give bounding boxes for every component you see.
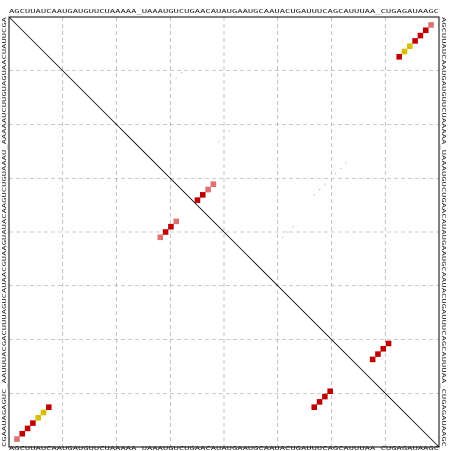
dot-marker xyxy=(401,48,408,55)
dot-marker xyxy=(194,197,201,203)
main-diagonal xyxy=(8,16,440,448)
sequence-top: AGCUUAUCAAUGAUGUUCUAAAAA_UAAAUGUCUGAACAU… xyxy=(9,9,439,15)
dot-marker xyxy=(168,223,174,230)
faint-dot-marker xyxy=(287,231,289,233)
faint-dot-marker xyxy=(175,77,177,79)
dot-marker xyxy=(40,409,47,416)
faint-dot-marker xyxy=(223,135,225,138)
dot-marker xyxy=(428,22,434,28)
dot-marker xyxy=(311,404,318,410)
dot-marker xyxy=(422,27,429,34)
faint-dot-marker xyxy=(170,82,172,84)
sequence-bottom: AGCUUAUCAAUGAUGUUCUAAAAA_UAAAUGUCUGAACAU… xyxy=(9,446,439,451)
dot-marker xyxy=(162,229,169,235)
faint-dot-marker xyxy=(180,72,183,74)
dot-markers xyxy=(14,22,434,442)
dot-marker xyxy=(24,425,31,432)
dot-marker xyxy=(316,399,323,405)
faint-dots xyxy=(170,72,347,238)
dot-marker xyxy=(30,420,36,426)
dot-marker xyxy=(396,54,402,60)
dot-marker xyxy=(417,32,424,39)
sequence-right: AGCUUAUCAAUGAUGUUCUAAAAA_UAAAUGUCUGAACAU… xyxy=(440,17,446,447)
dot-marker xyxy=(35,415,41,421)
dot-marker xyxy=(205,186,211,193)
dot-marker xyxy=(375,351,381,357)
faint-dot-marker xyxy=(292,226,294,228)
faint-dot-marker xyxy=(345,162,347,164)
dot-marker xyxy=(173,218,180,225)
dot-marker xyxy=(327,388,333,395)
dot-marker xyxy=(407,43,413,49)
faint-dot-marker xyxy=(340,167,342,169)
grid-lines xyxy=(9,17,439,447)
faint-dot-marker xyxy=(334,173,337,175)
dot-marker xyxy=(199,192,206,198)
plot-frame xyxy=(8,16,440,448)
dot-marker xyxy=(210,181,217,188)
faint-dot-marker xyxy=(313,194,315,196)
dot-marker xyxy=(380,346,387,352)
sequence-left: CGAAUAGAGUC_AAUUUACGACUUUAGUCAUAACGUAAGU… xyxy=(2,16,8,447)
faint-dot-marker xyxy=(281,236,283,238)
faint-dot-marker xyxy=(218,141,220,143)
faint-dot-marker xyxy=(324,183,326,185)
dot-marker xyxy=(412,38,418,44)
dot-marker xyxy=(46,404,52,410)
dot-marker xyxy=(322,393,328,400)
dot-marker xyxy=(369,356,376,363)
dot-marker xyxy=(157,234,164,241)
faint-dot-marker xyxy=(228,130,230,132)
dot-marker xyxy=(19,430,26,437)
faint-dot-marker xyxy=(318,188,321,191)
dot-marker xyxy=(385,340,392,347)
dot-marker xyxy=(14,436,20,442)
